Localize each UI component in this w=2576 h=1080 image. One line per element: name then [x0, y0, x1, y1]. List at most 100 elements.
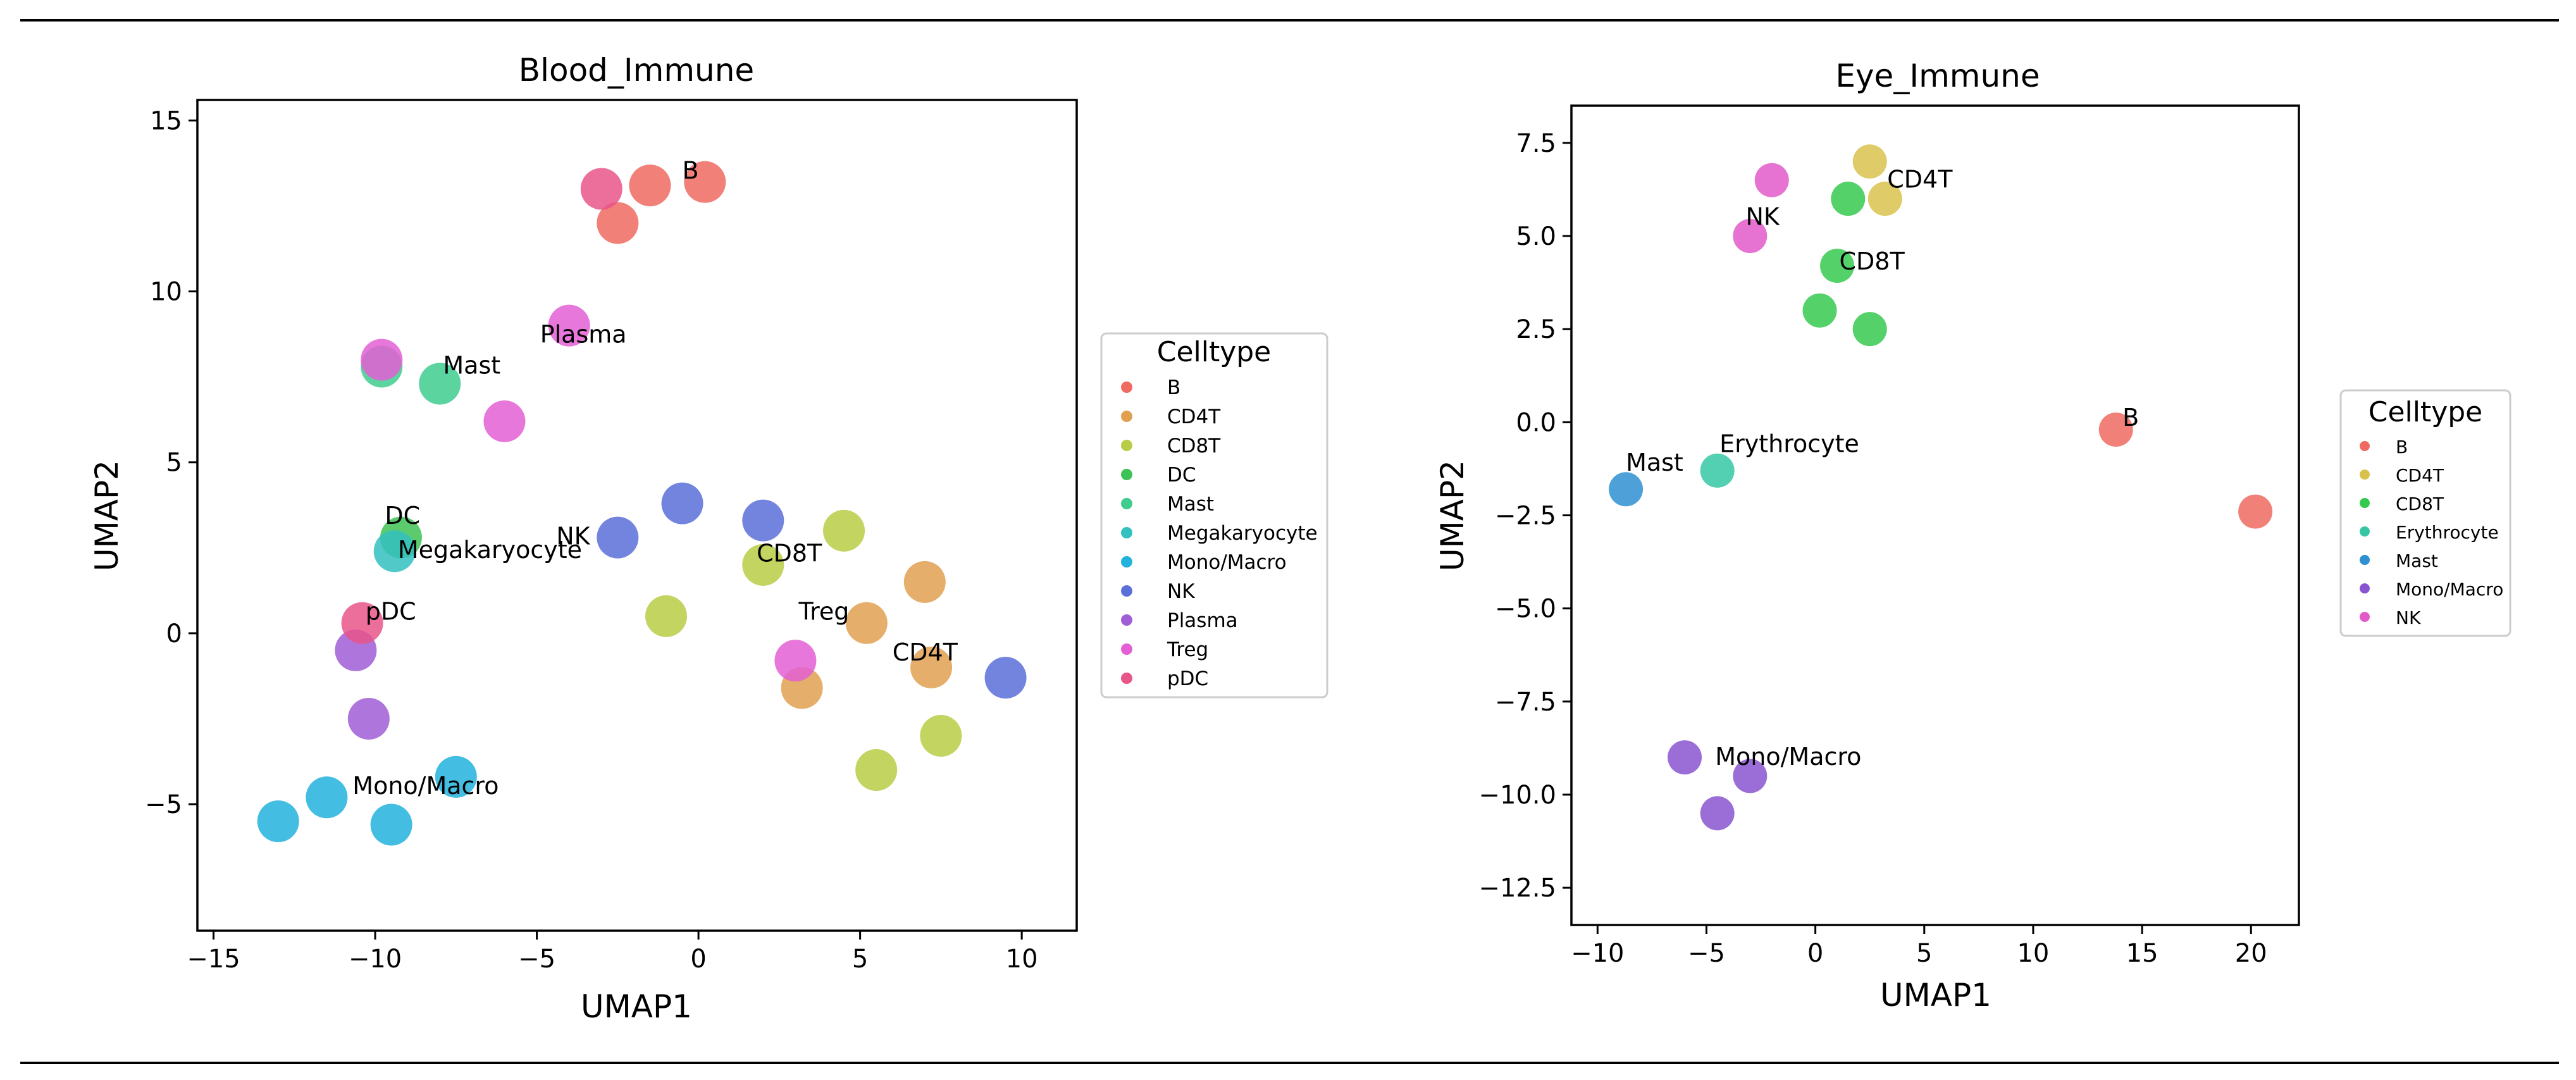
series-pdc	[341, 168, 622, 644]
data-point	[1733, 219, 1768, 254]
legend-item-mast: Mast	[1121, 493, 1214, 516]
legend-label: DC	[1167, 464, 1196, 487]
x-tick-label: 5	[852, 945, 868, 974]
legend-label: B	[1167, 376, 1180, 399]
legend-item-cd4t: CD4T	[1121, 406, 1221, 428]
data-point	[645, 595, 687, 637]
cluster-label: Erythrocyte	[1719, 430, 1859, 457]
scatter-points	[1609, 144, 2273, 831]
plot-title: Blood_Immune	[519, 52, 754, 89]
cluster-label: pDC	[366, 597, 416, 625]
legend-label: CD8T	[2396, 493, 2444, 514]
x-tick-label: −5	[518, 945, 555, 974]
legend-marker	[1121, 673, 1132, 684]
legend-item-erythrocyte: Erythrocyte	[2360, 522, 2499, 543]
y-tick-label: −2.5	[1495, 502, 1556, 531]
legend-item-b: B	[2360, 437, 2408, 457]
y-axis-label: UMAP2	[1434, 460, 1471, 571]
series-erythrocyte	[1700, 453, 1735, 488]
cluster-label: Treg	[798, 597, 850, 625]
x-tick-label: −5	[1688, 939, 1725, 968]
data-point	[1733, 759, 1768, 793]
series-treg	[361, 304, 817, 682]
data-point	[347, 697, 390, 740]
legend-title: Celltype	[1157, 336, 1272, 368]
legend-marker	[2360, 441, 2370, 451]
cluster-label: NK	[556, 522, 590, 550]
legend-label: CD4T	[1167, 406, 1221, 428]
data-point	[855, 749, 898, 791]
series-mono-macro	[1668, 740, 1768, 831]
series-mono-macro	[257, 755, 477, 846]
cluster-label: Mast	[443, 351, 500, 379]
legend-label: Mast	[1167, 493, 1214, 516]
y-tick-label: 10	[150, 278, 182, 307]
legend-label: Megakaryocyte	[1167, 522, 1318, 545]
x-tick-label: −10	[349, 945, 402, 974]
cluster-label: Mono/Macro	[1715, 743, 1861, 771]
data-point	[1754, 163, 1789, 197]
series-cd4t	[1852, 144, 1902, 216]
series-cd8t	[1802, 182, 1887, 347]
data-point	[684, 161, 726, 203]
axes-frame	[1570, 104, 2300, 926]
series-b	[597, 161, 726, 244]
data-point	[823, 509, 865, 552]
y-tick-label: −12.5	[1478, 874, 1556, 903]
data-point	[742, 499, 784, 542]
cluster-label: CD4T	[893, 638, 958, 666]
legend-item-megakaryocyte: Megakaryocyte	[1121, 522, 1318, 545]
data-point	[629, 164, 671, 207]
data-point	[257, 800, 299, 843]
data-point	[2238, 494, 2273, 529]
eye-immune-panel: Eye_Immune −10 −5 0 5 10 15 20 −12.5 −10.0 −7.5 −5…	[1434, 58, 2511, 1014]
data-point	[597, 516, 639, 559]
legend-marker	[1121, 411, 1132, 422]
x-axis-label: UMAP1	[581, 988, 692, 1025]
data-point	[1867, 182, 1902, 216]
legend: Celltype B CD4T CD8T DC Mast Megakaryocyte Mon…	[1100, 332, 1328, 698]
y-tick-label: 0	[166, 619, 182, 649]
cluster-label: Plasma	[540, 321, 627, 349]
legend-marker	[1121, 498, 1132, 509]
data-point	[1609, 472, 1644, 507]
legend-marker	[1121, 556, 1132, 568]
axes-frame	[196, 99, 1078, 932]
legend-marker	[2360, 469, 2370, 480]
data-point	[845, 602, 888, 644]
legend-marker	[1121, 643, 1132, 655]
data-point	[1831, 182, 1866, 216]
y-tick-label: 5.0	[1516, 222, 1556, 251]
cluster-label: B	[2122, 404, 2139, 431]
legend-label: Mono/Macro	[1167, 551, 1287, 574]
legend-label: Treg	[1167, 638, 1208, 661]
legend-marker	[1121, 527, 1132, 538]
x-tick-label: −15	[187, 945, 240, 974]
legend-item-nk: NK	[2360, 607, 2421, 628]
legend-items: B CD4T CD8T Erythrocyte Mast Mono/Macro NK	[2360, 437, 2503, 628]
data-point	[370, 804, 412, 846]
x-tick-label: 20	[2235, 939, 2267, 968]
data-point	[742, 543, 784, 586]
data-point	[341, 602, 383, 644]
cluster-label: CD8T	[1840, 247, 1905, 275]
x-tick-label: 0	[690, 945, 706, 974]
cluster-annotations: CD4T NK CD8T B Erythrocyte Mast Mono/Macro	[1626, 166, 2139, 771]
y-tick-label: −5	[145, 790, 182, 819]
x-axis-label: UMAP1	[1880, 977, 1991, 1014]
y-tick-label: 7.5	[1516, 129, 1556, 158]
data-point	[1820, 249, 1855, 283]
series-plasma	[335, 629, 390, 740]
cluster-label: B	[683, 156, 699, 184]
cluster-label: DC	[385, 502, 420, 530]
legend-item-cd8t: CD8T	[1121, 435, 1221, 457]
cluster-label: Mast	[1626, 449, 1683, 476]
legend-marker	[1121, 440, 1132, 451]
y-tick-label: −5.0	[1495, 595, 1556, 624]
scatter-points	[257, 161, 1027, 846]
data-point	[1668, 740, 1702, 775]
legend-marker	[2360, 498, 2370, 508]
cluster-label: NK	[1745, 202, 1780, 230]
legend-label: B	[2396, 437, 2408, 457]
